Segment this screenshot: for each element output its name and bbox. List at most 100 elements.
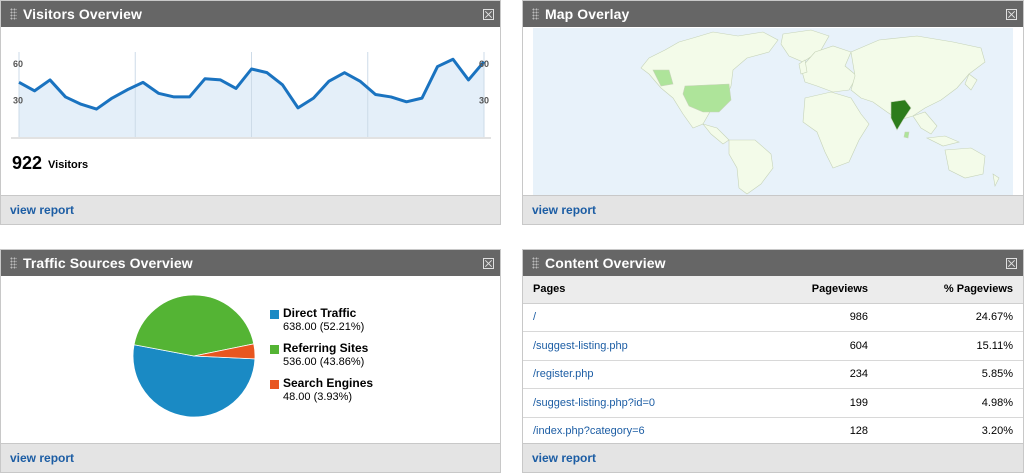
data-point[interactable] (404, 99, 410, 105)
map-uk[interactable] (798, 59, 808, 75)
map-region-low[interactable] (903, 131, 910, 139)
map-region-india[interactable] (890, 99, 912, 131)
close-icon[interactable] (483, 258, 494, 269)
map-indonesia[interactable] (925, 135, 960, 147)
map-south-america[interactable] (728, 139, 774, 195)
pageviews-cell: 199 (753, 388, 879, 418)
y-tick-label-left: 60 (13, 59, 23, 69)
data-point[interactable] (264, 70, 270, 76)
page-cell: /index.php?category=6 (523, 417, 754, 446)
data-point[interactable] (295, 105, 301, 111)
y-tick-label-right: 30 (479, 96, 489, 106)
widget-title: Map Overlay (545, 6, 630, 22)
drag-handle-icon[interactable] (10, 257, 17, 269)
map-asia[interactable] (850, 35, 986, 121)
view-report-link[interactable]: view report (10, 203, 75, 217)
page-link[interactable]: / (533, 311, 537, 324)
legend-swatch (270, 380, 279, 389)
pie-slice-search-engines[interactable] (193, 343, 256, 360)
pct-pageviews-cell: 4.98% (878, 388, 1023, 418)
view-report-link[interactable]: view report (10, 451, 75, 465)
data-point[interactable] (342, 70, 348, 76)
data-point[interactable] (249, 66, 255, 72)
data-point[interactable] (202, 76, 208, 82)
widget-header[interactable]: Traffic Sources Overview (1, 250, 500, 276)
data-point[interactable] (388, 94, 394, 100)
map-north-america[interactable] (640, 31, 779, 129)
close-icon[interactable] (1006, 9, 1017, 20)
data-point[interactable] (47, 77, 53, 83)
drag-handle-icon[interactable] (532, 257, 539, 269)
pageviews-cell: 986 (753, 303, 879, 332)
view-report-link[interactable]: view report (532, 451, 597, 465)
page-link[interactable]: /index.php?category=6 (533, 425, 645, 438)
map-japan[interactable] (964, 73, 978, 91)
view-report-link[interactable]: view report (532, 203, 597, 217)
legend-name: Search Engines (283, 376, 374, 390)
pie-slice-direct-traffic[interactable] (132, 344, 256, 418)
data-point[interactable] (16, 79, 22, 85)
data-point[interactable] (187, 94, 193, 100)
data-point[interactable] (218, 77, 224, 83)
data-point[interactable] (419, 95, 425, 101)
page-link[interactable]: /suggest-listing.php (533, 339, 628, 352)
map-region-low[interactable] (652, 69, 674, 87)
data-point[interactable] (140, 79, 146, 85)
pct-pageviews-cell: 5.85% (878, 360, 1023, 389)
visitors-count-label: Visitors (48, 159, 89, 171)
traffic-sources-pie-chart (132, 294, 256, 418)
data-point[interactable] (94, 106, 100, 112)
data-point[interactable] (280, 82, 286, 88)
data-point[interactable] (435, 64, 441, 70)
data-point[interactable] (109, 95, 115, 101)
widget-header[interactable]: Content Overview (523, 250, 1023, 276)
pageviews-cell: 234 (753, 360, 879, 389)
traffic-sources-legend: Direct Traffic 638.00 (52.21%) Referring… (270, 306, 373, 411)
y-tick-label-right: 60 (479, 59, 489, 69)
page-link[interactable]: /suggest-listing.php?id=0 (533, 396, 655, 409)
page-cell: /suggest-listing.php?id=0 (523, 388, 754, 418)
legend-name: Direct Traffic (283, 306, 357, 320)
pie-slice-referring-sites[interactable] (133, 294, 255, 357)
data-point[interactable] (450, 56, 456, 62)
pct-pageviews-cell: 15.11% (878, 331, 1023, 361)
data-point[interactable] (78, 101, 84, 107)
table-header-row: Pages Pageviews % Pageviews (523, 276, 1023, 304)
map-africa[interactable] (802, 91, 870, 169)
data-point[interactable] (326, 78, 332, 84)
data-point[interactable] (311, 95, 317, 101)
data-point[interactable] (32, 88, 38, 94)
widget-title: Traffic Sources Overview (23, 255, 193, 271)
map-australia[interactable] (944, 147, 986, 179)
data-point[interactable] (125, 87, 131, 93)
data-point[interactable] (357, 78, 363, 84)
y-tick-label-left: 30 (13, 96, 23, 106)
drag-handle-icon[interactable] (10, 8, 17, 20)
data-point[interactable] (171, 94, 177, 100)
world-map[interactable] (533, 28, 1013, 196)
page-cell: /suggest-listing.php (523, 331, 754, 361)
column-header-pageviews[interactable]: Pageviews (753, 276, 879, 304)
close-icon[interactable] (483, 9, 494, 20)
map-central-america[interactable] (702, 123, 730, 145)
page-cell: /register.php (523, 360, 754, 389)
close-icon[interactable] (1006, 258, 1017, 269)
map-new-zealand[interactable] (992, 173, 1000, 187)
data-point[interactable] (373, 92, 379, 98)
column-header-pages[interactable]: Pages (523, 276, 754, 304)
data-point[interactable] (233, 85, 239, 91)
data-point[interactable] (63, 94, 69, 100)
widget-header[interactable]: Map Overlay (523, 1, 1023, 27)
widget-header[interactable]: Visitors Overview (1, 1, 500, 27)
map-region-usa[interactable] (682, 83, 732, 113)
legend-value: 536.00 (43.86%) (283, 356, 365, 368)
column-header-pct-pageviews[interactable]: % Pageviews (878, 276, 1023, 304)
page-link[interactable]: /register.php (533, 368, 594, 381)
data-point[interactable] (156, 90, 162, 96)
drag-handle-icon[interactable] (532, 8, 539, 20)
legend-swatch (270, 310, 279, 319)
table-row: /suggest-listing.php 604 15.11% (523, 331, 1023, 361)
map-southeast-asia[interactable] (912, 111, 938, 135)
data-point[interactable] (466, 77, 472, 83)
visitors-overview-widget: Visitors Overview 60 60 30 30 922 Visitors … (0, 0, 501, 225)
